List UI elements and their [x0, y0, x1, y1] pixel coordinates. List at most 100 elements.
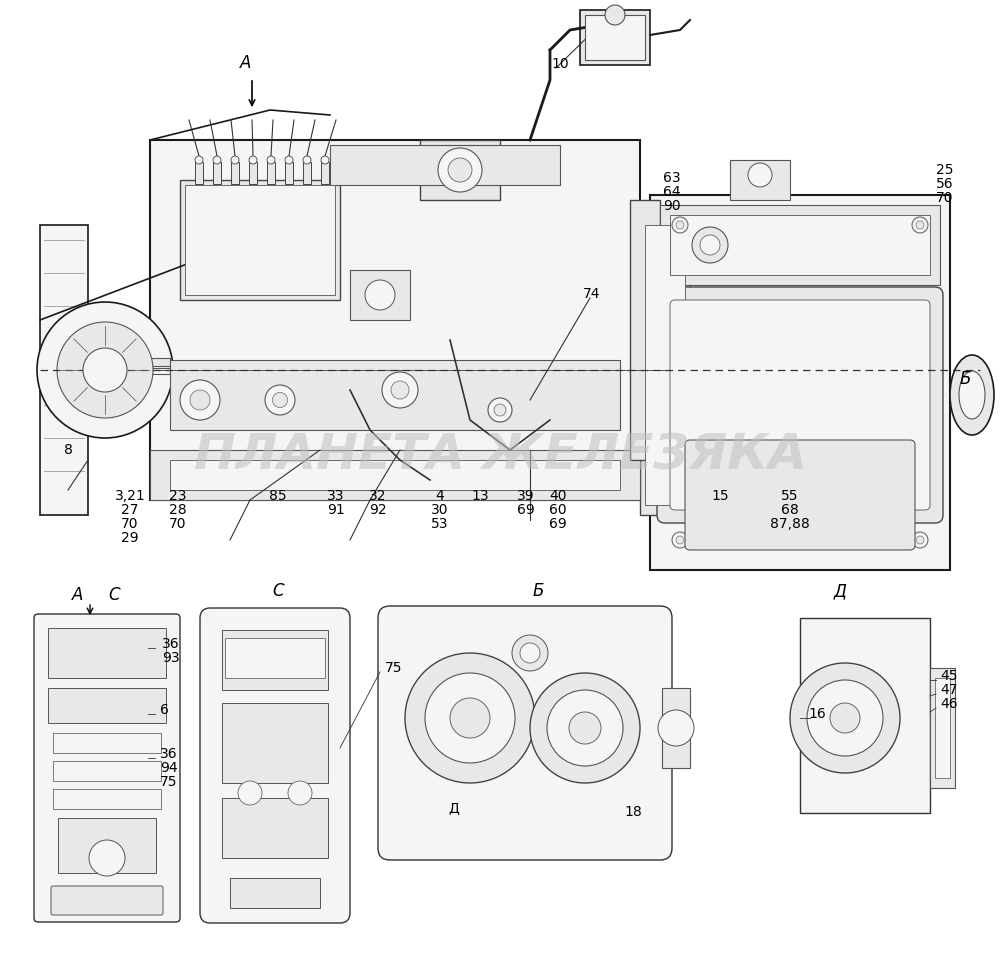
- Circle shape: [37, 302, 173, 438]
- Circle shape: [231, 156, 239, 164]
- Bar: [222, 703, 328, 783]
- Bar: [662, 688, 690, 768]
- Bar: [185, 185, 335, 295]
- Bar: [48, 688, 166, 723]
- Text: А: А: [240, 54, 251, 72]
- Circle shape: [391, 381, 409, 399]
- Text: 60: 60: [549, 503, 567, 517]
- Text: 36: 36: [162, 637, 180, 651]
- Text: С: С: [108, 586, 120, 604]
- Bar: [230, 878, 320, 908]
- Circle shape: [321, 156, 329, 164]
- Text: 33: 33: [327, 489, 345, 503]
- Text: 29: 29: [121, 531, 139, 545]
- Circle shape: [748, 163, 772, 187]
- Text: Д: Д: [834, 582, 846, 600]
- Text: Б: Б: [532, 582, 544, 600]
- Circle shape: [569, 712, 601, 744]
- Text: 47: 47: [940, 683, 958, 697]
- Text: А: А: [72, 586, 83, 604]
- Bar: [350, 270, 410, 320]
- Text: 94: 94: [160, 761, 178, 775]
- Text: Б: Б: [960, 370, 971, 388]
- Bar: [660, 205, 940, 285]
- Bar: [285, 162, 293, 184]
- Text: 23: 23: [169, 489, 187, 503]
- Bar: [225, 638, 325, 678]
- FancyBboxPatch shape: [51, 886, 163, 915]
- FancyBboxPatch shape: [657, 287, 943, 523]
- Text: 91: 91: [327, 503, 345, 517]
- Text: 70: 70: [936, 191, 954, 205]
- Bar: [585, 15, 645, 60]
- FancyBboxPatch shape: [200, 608, 350, 923]
- FancyBboxPatch shape: [34, 614, 180, 922]
- Bar: [420, 140, 500, 200]
- Text: 69: 69: [517, 503, 535, 517]
- Circle shape: [180, 380, 220, 420]
- Text: 32: 32: [369, 489, 387, 503]
- Text: 63: 63: [663, 171, 681, 185]
- Circle shape: [405, 653, 535, 783]
- Bar: [105, 368, 170, 374]
- Bar: [231, 162, 239, 184]
- Circle shape: [382, 372, 418, 408]
- Bar: [105, 358, 170, 366]
- Text: 64: 64: [663, 185, 681, 199]
- Bar: [630, 200, 660, 460]
- Text: 92: 92: [369, 503, 387, 517]
- Circle shape: [672, 532, 688, 548]
- Circle shape: [605, 5, 625, 25]
- Circle shape: [272, 392, 288, 408]
- Circle shape: [807, 680, 883, 756]
- Text: 16: 16: [808, 707, 826, 721]
- Circle shape: [676, 536, 684, 544]
- Text: 10: 10: [551, 57, 569, 71]
- Circle shape: [790, 663, 900, 773]
- Bar: [195, 162, 203, 184]
- Text: 3,21: 3,21: [115, 489, 145, 503]
- Text: 18: 18: [624, 805, 642, 819]
- Text: 68: 68: [781, 503, 799, 517]
- Bar: [321, 162, 329, 184]
- Bar: [53, 789, 161, 809]
- Text: Д: Д: [448, 801, 459, 815]
- Circle shape: [195, 156, 203, 164]
- Text: 85: 85: [269, 489, 287, 503]
- Circle shape: [512, 635, 548, 671]
- FancyBboxPatch shape: [685, 440, 915, 550]
- Text: ПЛАНЕТА ЖЕЛЕЗЯКА: ПЛАНЕТА ЖЕЛЕЗЯКА: [194, 431, 806, 479]
- Circle shape: [450, 698, 490, 738]
- Circle shape: [448, 158, 472, 182]
- Circle shape: [285, 156, 293, 164]
- Circle shape: [83, 348, 127, 392]
- Text: 56: 56: [936, 177, 954, 191]
- Circle shape: [488, 398, 512, 422]
- Ellipse shape: [950, 355, 994, 435]
- Circle shape: [89, 840, 125, 876]
- Text: 27: 27: [121, 503, 139, 517]
- Text: 13: 13: [471, 489, 489, 503]
- Text: 53: 53: [431, 517, 449, 531]
- Circle shape: [916, 536, 924, 544]
- Text: 25: 25: [936, 163, 954, 177]
- Text: 8: 8: [64, 443, 72, 457]
- Text: 74: 74: [583, 287, 601, 301]
- Circle shape: [249, 156, 257, 164]
- Bar: [222, 630, 328, 690]
- Bar: [150, 140, 640, 500]
- Text: 55: 55: [781, 489, 799, 503]
- Bar: [150, 450, 640, 500]
- Bar: [58, 818, 156, 873]
- Circle shape: [303, 156, 311, 164]
- Bar: [267, 162, 275, 184]
- Bar: [580, 10, 650, 65]
- Circle shape: [912, 217, 928, 233]
- Bar: [730, 160, 790, 200]
- Text: 75: 75: [160, 775, 178, 789]
- Circle shape: [672, 217, 688, 233]
- Bar: [800, 618, 930, 813]
- Circle shape: [213, 156, 221, 164]
- Text: 93: 93: [162, 651, 180, 665]
- Circle shape: [190, 390, 210, 410]
